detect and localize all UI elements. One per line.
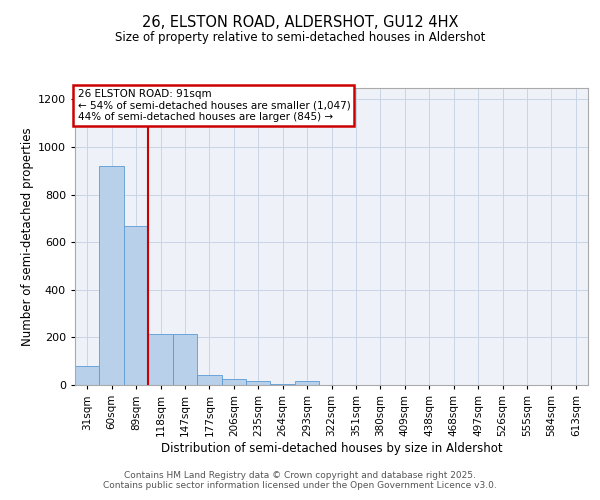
Bar <box>124 226 148 385</box>
Text: 26 ELSTON ROAD: 91sqm
← 54% of semi-detached houses are smaller (1,047)
44% of s: 26 ELSTON ROAD: 91sqm ← 54% of semi-deta… <box>77 89 350 122</box>
Bar <box>197 376 221 385</box>
Text: Contains HM Land Registry data © Crown copyright and database right 2025.
Contai: Contains HM Land Registry data © Crown c… <box>103 470 497 490</box>
Bar <box>100 166 124 385</box>
Bar <box>295 382 319 385</box>
X-axis label: Distribution of semi-detached houses by size in Aldershot: Distribution of semi-detached houses by … <box>161 442 502 454</box>
Y-axis label: Number of semi-detached properties: Number of semi-detached properties <box>20 127 34 346</box>
Text: Size of property relative to semi-detached houses in Aldershot: Size of property relative to semi-detach… <box>115 31 485 44</box>
Bar <box>173 334 197 385</box>
Bar <box>246 382 271 385</box>
Bar <box>271 384 295 385</box>
Bar <box>221 379 246 385</box>
Bar <box>75 366 100 385</box>
Text: 26, ELSTON ROAD, ALDERSHOT, GU12 4HX: 26, ELSTON ROAD, ALDERSHOT, GU12 4HX <box>142 15 458 30</box>
Bar <box>148 334 173 385</box>
